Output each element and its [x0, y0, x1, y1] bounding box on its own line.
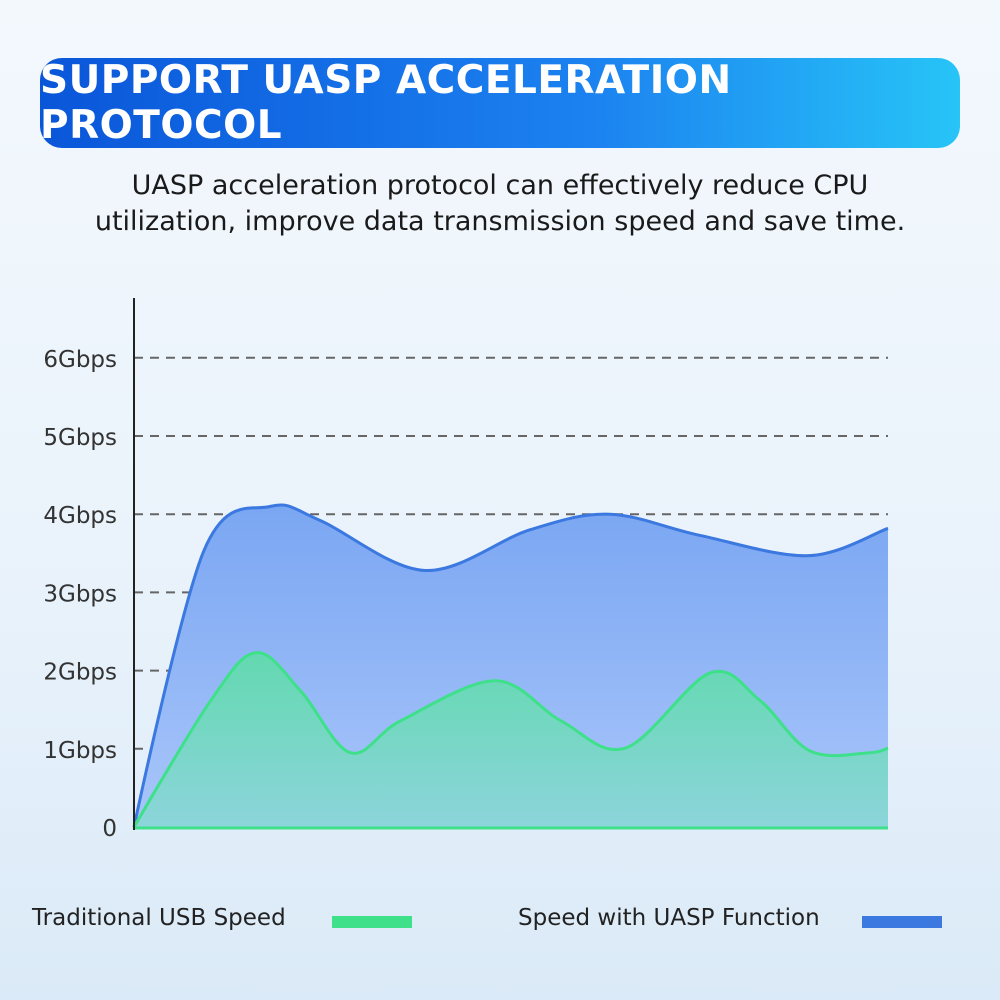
- title-banner: SUPPORT UASP ACCELERATION PROTOCOL: [40, 58, 960, 148]
- legend-uasp-swatch: [862, 916, 942, 928]
- y-tick-label: 4Gbps: [43, 503, 117, 529]
- series-area-traditional: [134, 652, 888, 827]
- y-tick-label: 0: [102, 816, 117, 842]
- y-tick-label: 6Gbps: [43, 347, 117, 373]
- legend-traditional-label: Traditional USB Speed: [32, 905, 286, 931]
- legend-uasp-label: Speed with UASP Function: [518, 905, 820, 931]
- series-line-uasp: [132, 503, 889, 828]
- legend-traditional-swatch: [332, 916, 412, 928]
- banner-title: SUPPORT UASP ACCELERATION PROTOCOL: [40, 58, 732, 148]
- y-tick-label: 1Gbps: [43, 738, 117, 764]
- series-line-traditional: [132, 651, 889, 828]
- y-tick-label: 5Gbps: [43, 425, 117, 451]
- subtitle-line-2: utilization, improve data transmission s…: [94, 206, 906, 237]
- y-tick-label: 2Gbps: [43, 660, 117, 686]
- y-tick-label: 3Gbps: [43, 581, 117, 607]
- subtitle: UASP acceleration protocol can effective…: [60, 168, 940, 240]
- subtitle-line-1: UASP acceleration protocol can effective…: [131, 170, 869, 201]
